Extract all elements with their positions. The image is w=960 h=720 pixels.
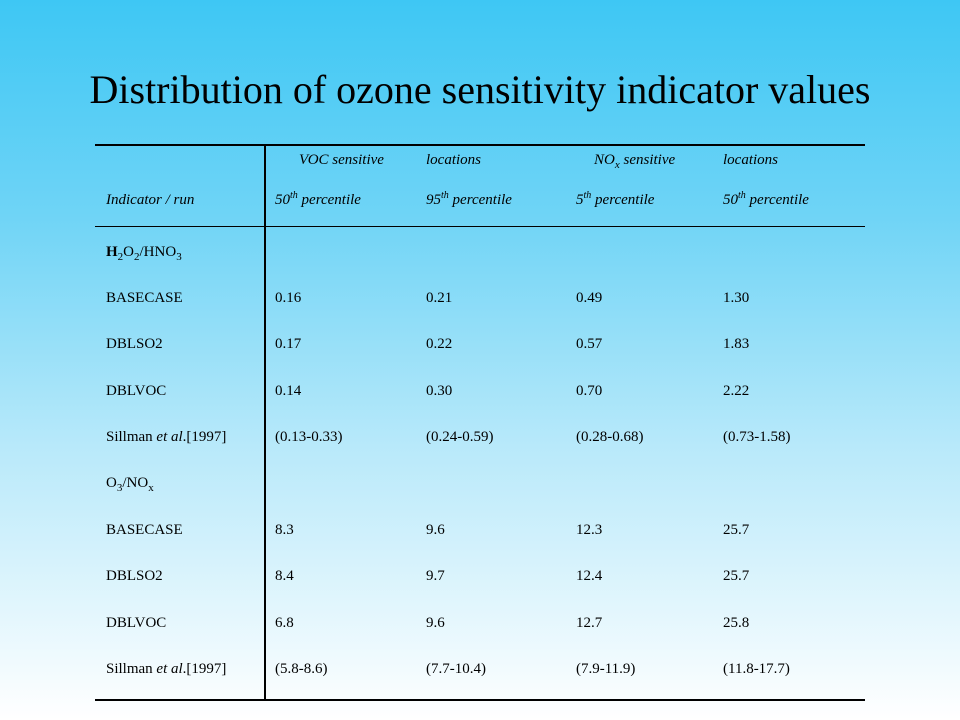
table-cell: (0.24-0.59) <box>426 429 494 445</box>
row-label-reference: Sillman et al.[1997] <box>106 661 227 677</box>
header-col2: 95th percentile <box>426 190 512 209</box>
table-cell: 1.30 <box>723 290 750 306</box>
header-voc-locations: locations <box>426 152 481 168</box>
table-cell: 1.83 <box>723 336 750 352</box>
slide-title: Distribution of ozone sensitivity indica… <box>89 67 871 112</box>
table-cell: 6.8 <box>275 615 294 631</box>
row-label: DBLVOC <box>106 383 167 399</box>
row-label: BASECASE <box>106 522 183 538</box>
indicator-table: VOC sensitive locations NOx sensitive lo… <box>95 144 865 701</box>
table-cell: 12.7 <box>576 615 603 631</box>
header-divider <box>95 226 865 227</box>
table-cell: (0.28-0.68) <box>576 429 644 445</box>
table-cell: 0.21 <box>426 290 453 306</box>
table-cell: 9.6 <box>426 615 445 631</box>
header-indicator-run: Indicator / run <box>106 192 195 208</box>
table-cell: 25.7 <box>723 568 750 584</box>
table-cell: 8.3 <box>275 522 294 538</box>
table-cell: 0.57 <box>576 336 603 352</box>
header-nox-locations: locations <box>723 152 778 168</box>
table-cell: 8.4 <box>275 568 294 584</box>
header-nox-sensitive: NOx sensitive <box>594 152 676 171</box>
table-cell: 0.22 <box>426 336 453 352</box>
table-cell: 0.30 <box>426 383 453 399</box>
table-cell: 0.14 <box>275 383 302 399</box>
table-cell: (0.13-0.33) <box>275 429 343 445</box>
table-cell: 12.4 <box>576 568 603 584</box>
row-label-reference: Sillman et al.[1997] <box>106 429 227 445</box>
header-col1: 50th percentile <box>275 190 361 209</box>
table-cell: 0.16 <box>275 290 302 306</box>
table-cell: (7.7-10.4) <box>426 661 486 677</box>
table-cell: 25.7 <box>723 522 750 538</box>
table-cell: (11.8-17.7) <box>723 661 790 677</box>
table-cell: 2.22 <box>723 383 750 399</box>
row-label: DBLSO2 <box>106 568 163 584</box>
table-cell: 9.7 <box>426 568 445 584</box>
table-cell: 0.70 <box>576 383 603 399</box>
header-col4: 50th percentile <box>723 190 809 209</box>
row-label: DBLVOC <box>106 615 167 631</box>
table-cell: 0.49 <box>576 290 603 306</box>
section-label-h2o2-hno3: H2O2/HNO3 <box>106 244 182 263</box>
row-label: DBLSO2 <box>106 336 163 352</box>
table-cell: (5.8-8.6) <box>275 661 328 677</box>
section-label-o3-nox: O3/NOx <box>106 475 154 494</box>
header-voc-sensitive: VOC sensitive <box>299 152 384 168</box>
table-cell: (7.9-11.9) <box>576 661 636 677</box>
table-cell: (0.73-1.58) <box>723 429 791 445</box>
column-divider <box>264 146 266 699</box>
table-cell: 0.17 <box>275 336 302 352</box>
table-cell: 9.6 <box>426 522 445 538</box>
header-col3: 5th percentile <box>576 190 655 209</box>
table-cell: 12.3 <box>576 522 603 538</box>
row-label: BASECASE <box>106 290 183 306</box>
table-cell: 25.8 <box>723 615 750 631</box>
